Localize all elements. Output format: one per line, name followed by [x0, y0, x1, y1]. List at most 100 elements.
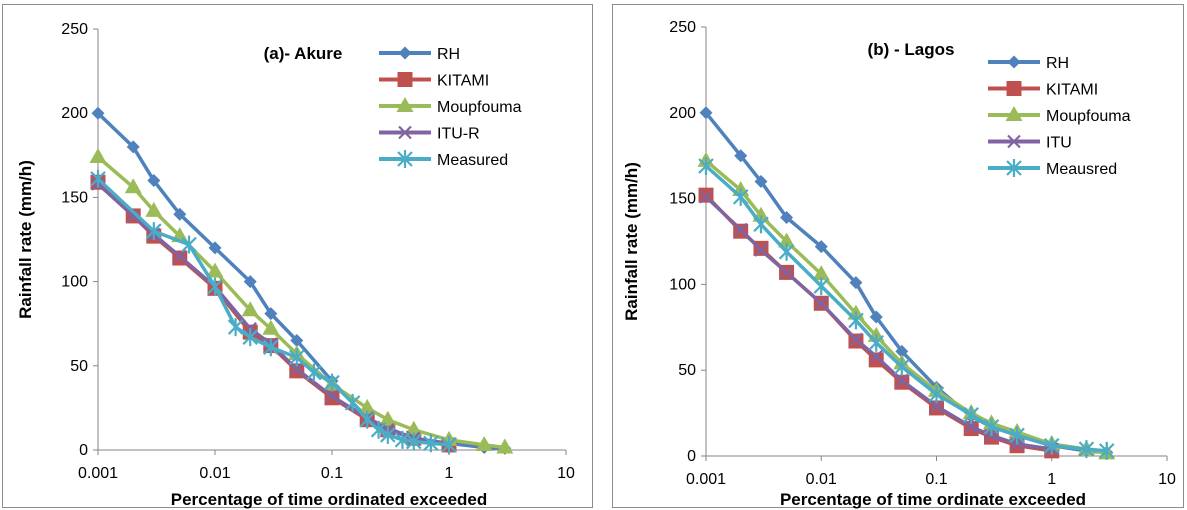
data-point-measured [324, 373, 340, 392]
x-tick-label: 10 [1158, 471, 1176, 488]
data-point-measured [207, 277, 223, 296]
data-point-meausred [732, 187, 749, 206]
data-point-rh [754, 174, 768, 188]
series-moupfouma [89, 147, 514, 454]
data-point-meausred [963, 405, 979, 424]
legend-label: Moupfouma [1046, 108, 1131, 125]
data-point-meausred [698, 156, 714, 175]
x-tick-label: 0.01 [806, 471, 837, 488]
data-point-meausred [813, 277, 830, 296]
x-tick-label: 0.1 [321, 465, 343, 482]
data-point-itu [814, 296, 829, 311]
legend-label: Moupfouma [437, 99, 522, 116]
legend-item-rh: RH [379, 46, 460, 63]
data-point-rh [264, 307, 278, 321]
data-point-rh [91, 106, 105, 120]
legend-item-measured: Measured [379, 150, 508, 169]
chart-title: (b) - Lagos [868, 40, 955, 59]
data-point-measured [242, 328, 258, 347]
y-tick-label: 250 [61, 21, 88, 38]
x-tick-label: 0.001 [686, 471, 726, 488]
y-tick-label: 200 [61, 105, 88, 122]
legend-label: RH [1046, 55, 1069, 72]
data-point-measured [90, 169, 106, 188]
series-measured [90, 169, 457, 454]
x-tick-label: 0.1 [925, 471, 947, 488]
y-tick-label: 100 [61, 274, 88, 291]
legend-label: Meausred [1046, 161, 1117, 178]
legend-marker [397, 150, 413, 168]
data-point-itu [895, 373, 909, 388]
series-meausred [698, 156, 1115, 460]
legend-label: KITAMI [437, 73, 489, 90]
chart-akure: 0 50 100 150 200 250 0.001 0.01 0.1 1 10 Percentage… [16, 21, 575, 509]
data-point-itu [964, 420, 978, 434]
chart-lagos: 0 50 100 150 200 250 0.001 0.01 0.1 1 10 Percentage… [622, 19, 1176, 509]
data-point-moupfouma [812, 265, 830, 281]
series-rh [699, 106, 1114, 460]
data-point-itu-r [325, 389, 339, 403]
data-point-itu [869, 349, 884, 364]
x-tick-label: 0.01 [199, 465, 230, 482]
data-point-measured [406, 432, 422, 451]
data-point-meausred [753, 215, 769, 234]
data-point-moupfouma [496, 438, 514, 454]
y-tick-label: 50 [70, 358, 88, 375]
legend-label: ITU-R [437, 126, 480, 143]
series-line-measured [96, 177, 450, 447]
legend-item-kitami: KITAMI [379, 72, 489, 90]
data-point-rh [699, 106, 713, 120]
data-point-rh [814, 240, 828, 254]
data-point-meausred [1043, 436, 1060, 455]
data-point-rh [290, 334, 304, 348]
data-point-moupfouma [262, 319, 280, 335]
data-point-meausred [1009, 426, 1025, 445]
data-point-moupfouma [241, 301, 259, 317]
legend-label: ITU [1046, 135, 1072, 152]
legend-item-moupfouma: Moupfouma [379, 97, 522, 116]
data-point-meausred [928, 385, 945, 404]
legend-marker [1006, 159, 1022, 177]
data-point-measured [263, 338, 279, 357]
data-point-rh [173, 207, 187, 221]
legend-marker [397, 72, 413, 87]
data-point-measured [370, 420, 387, 439]
series-moupfouma [697, 151, 1116, 460]
data-point-moupfouma [206, 262, 224, 278]
y-axis-title: Rainfall rate (mm/h) [622, 162, 641, 321]
data-point-meausred [778, 242, 795, 261]
legend-item-itu: ITU [988, 135, 1072, 152]
data-point-itu [754, 243, 768, 257]
legend-label: Measured [437, 152, 508, 169]
data-point-meausred [1098, 441, 1115, 460]
legend-label: RH [437, 46, 460, 63]
y-tick-label: 150 [61, 189, 88, 206]
data-point-rh [780, 210, 794, 224]
y-tick-label: 0 [687, 448, 696, 465]
x-axis-title: Percentage of time ordinate exceeded [780, 490, 1086, 509]
data-point-moupfouma [124, 178, 142, 194]
data-point-measured [227, 318, 244, 337]
x-tick-label: 1 [1047, 471, 1056, 488]
data-point-itu-r [173, 249, 187, 264]
legend-marker [1007, 134, 1021, 149]
data-point-measured [380, 425, 396, 444]
legend-marker [396, 97, 414, 112]
data-point-itu-r [290, 362, 304, 376]
x-axis-title: Percentage of time ordinated exceeded [171, 490, 488, 509]
legend: RH KITAMI Moupfouma ITU-R Measured [379, 46, 522, 169]
legend-item-itu-r: ITU-R [379, 126, 480, 143]
data-point-itu-r [126, 209, 140, 223]
legend-marker [1005, 106, 1023, 121]
data-point-rh [895, 344, 909, 358]
series-line-moupfouma [96, 155, 506, 450]
legend-item-rh: RH [988, 55, 1069, 72]
data-point-measured [146, 222, 162, 241]
data-point-itu [733, 222, 748, 237]
data-point-rh [869, 310, 883, 324]
data-point-moupfouma [778, 232, 796, 248]
data-point-rh [734, 149, 748, 163]
data-point-meausred [848, 311, 864, 330]
data-point-meausred [894, 357, 910, 376]
data-point-measured [441, 435, 457, 454]
